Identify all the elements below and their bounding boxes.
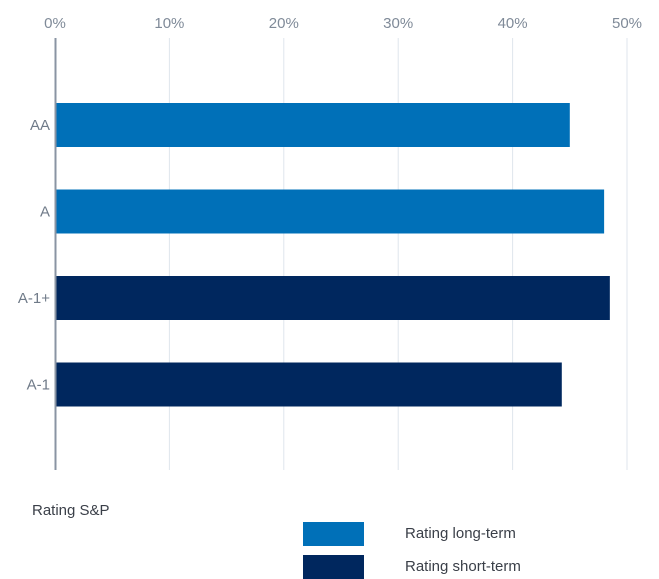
y-category-label: A bbox=[40, 204, 50, 221]
x-tick-label: 50% bbox=[612, 15, 642, 32]
x-tick-label: 40% bbox=[498, 15, 528, 32]
bar bbox=[55, 276, 610, 320]
legend-label-long-term: Rating long-term bbox=[405, 525, 516, 542]
x-tick-label: 30% bbox=[383, 15, 413, 32]
bar bbox=[55, 362, 562, 407]
legend-swatch-short-term bbox=[303, 555, 364, 579]
legend-label-short-term: Rating short-term bbox=[405, 558, 521, 575]
legend-item-short-term: Rating short-term bbox=[303, 555, 521, 579]
y-category-label: AA bbox=[30, 117, 50, 134]
x-tick-label: 10% bbox=[154, 15, 184, 32]
y-category-label: A-1 bbox=[27, 377, 50, 394]
legend-item-long-term: Rating long-term bbox=[303, 522, 516, 546]
chart-caption: Rating S&P bbox=[32, 502, 110, 519]
bar bbox=[55, 189, 605, 234]
x-tick-label: 20% bbox=[269, 15, 299, 32]
y-category-label: A-1+ bbox=[18, 290, 50, 307]
legend-swatch-long-term bbox=[303, 522, 364, 546]
x-tick-label: 0% bbox=[44, 15, 66, 32]
bar bbox=[55, 103, 570, 147]
